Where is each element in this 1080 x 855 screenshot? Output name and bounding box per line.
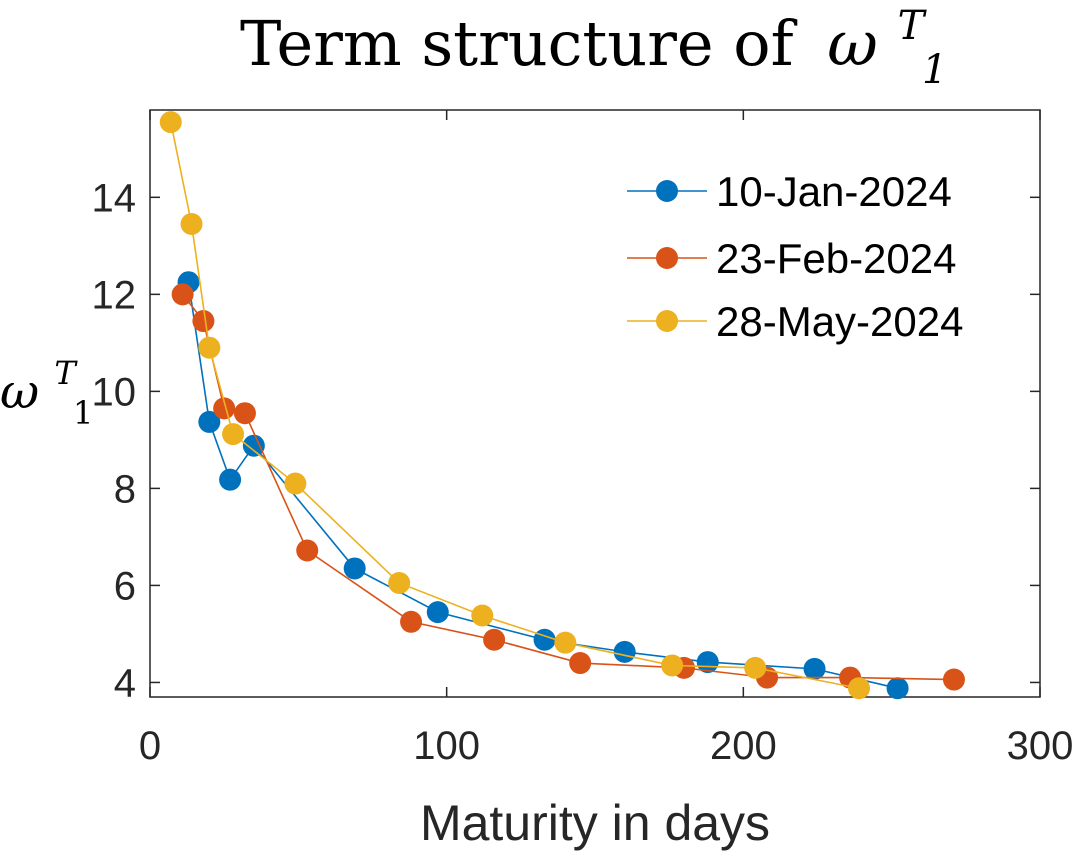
x-tick-label: 200 (710, 724, 777, 768)
y-tick-label: 12 (92, 273, 137, 317)
y-tick-label: 10 (92, 370, 137, 414)
y-axis-label-superscript: T (54, 354, 78, 392)
data-point (222, 423, 245, 446)
x-tick-label: 0 (139, 724, 161, 768)
series-3 (159, 111, 871, 700)
data-point (296, 539, 319, 562)
data-point (426, 601, 449, 624)
y-axis-label-symbol: ω (0, 364, 39, 420)
y-tick-label: 4 (114, 661, 136, 705)
y-tick-label: 14 (92, 176, 137, 220)
y-axis-label: ω T 1 (0, 340, 93, 432)
chart-title-symbol: ω (827, 7, 878, 80)
data-point (213, 397, 236, 420)
legend-marker (656, 310, 678, 332)
data-point (533, 628, 556, 651)
data-point (569, 652, 592, 675)
chart-title-subscript: 1 (922, 47, 947, 93)
y-tick-label: 8 (114, 467, 136, 511)
data-point (284, 472, 307, 495)
legend-label: 10-Jan-2024 (716, 168, 952, 215)
data-point (744, 656, 767, 679)
data-point (233, 402, 256, 425)
data-point (198, 410, 221, 433)
chart-title-superscript: T (898, 3, 928, 49)
data-point (554, 631, 577, 654)
legend-marker (656, 180, 678, 202)
data-point (613, 640, 636, 663)
series-1 (177, 271, 909, 700)
data-point (343, 557, 366, 580)
data-point (848, 677, 871, 700)
x-tick-label: 100 (413, 724, 480, 768)
svg-text:Term structure of ω: Term structure of ω T 1 (240, 0, 947, 93)
plot-area (149, 109, 1041, 698)
data-point (198, 336, 221, 359)
data-series (159, 111, 965, 700)
data-point (661, 654, 684, 677)
data-point (159, 111, 182, 134)
legend-label: 28-May-2024 (716, 298, 963, 345)
y-axis-label-subscript: 1 (73, 394, 93, 432)
legend-item: 28-May-2024 (627, 298, 963, 345)
legend-marker (656, 247, 678, 269)
data-point (471, 604, 494, 627)
data-point (886, 677, 909, 700)
legend-item: 23-Feb-2024 (627, 235, 957, 282)
data-point (219, 468, 242, 491)
plot-frame (149, 109, 1041, 698)
legend-label: 23-Feb-2024 (716, 235, 957, 282)
chart-title-text: Term structure of (240, 7, 798, 80)
legend: 10-Jan-2024 23-Feb-2024 28-May-2024 (627, 168, 963, 345)
axis-ticks: 0 100 200 300 4 6 8 10 12 14 (92, 110, 1074, 768)
data-point (483, 628, 506, 651)
data-point (180, 213, 203, 236)
data-point (192, 310, 215, 333)
chart-title: Term structure of ω T 1 (240, 0, 947, 93)
legend-item: 10-Jan-2024 (627, 168, 952, 215)
data-point (803, 657, 826, 680)
data-point (388, 571, 411, 594)
series-line (182, 293, 954, 681)
data-point (171, 283, 194, 306)
x-tick-label: 300 (1007, 724, 1074, 768)
x-axis-label: Maturity in days (420, 795, 770, 851)
svg-text:ω T 1: ω T 1 (0, 340, 93, 432)
data-point (242, 434, 265, 457)
data-point (400, 610, 423, 633)
y-tick-label: 6 (114, 564, 136, 608)
data-point (696, 651, 719, 674)
data-point (942, 668, 965, 691)
